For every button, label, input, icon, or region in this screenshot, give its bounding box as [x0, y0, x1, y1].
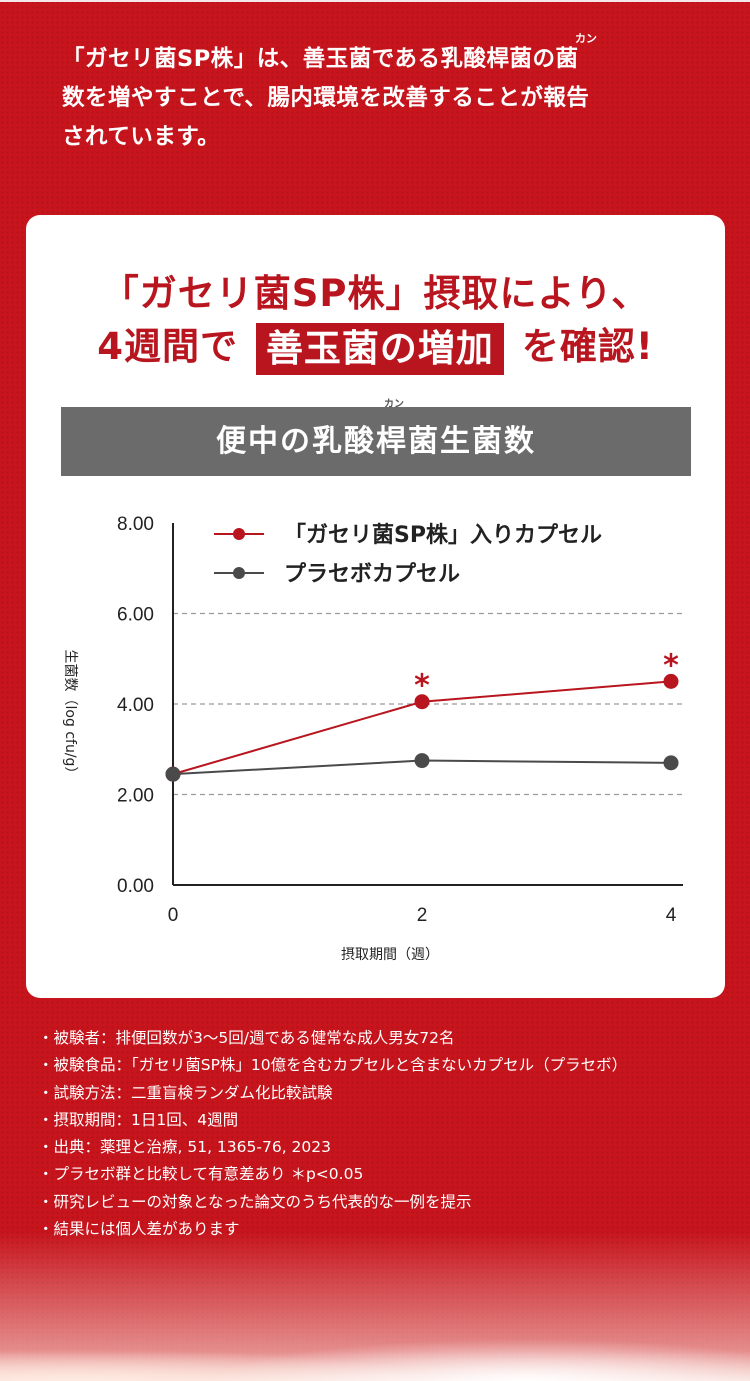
footnote-item: ・出典：薬理と治療, 51, 1365-76, 2023 [38, 1138, 331, 1157]
chart-title: 便中の乳酸桿菌生菌数 [61, 407, 691, 476]
data-point [663, 673, 679, 689]
x-tick-label: 4 [666, 905, 677, 926]
x-axis-label: 摂取期間（週） [341, 947, 439, 963]
y-tick-label: 2.00 [117, 786, 154, 807]
legend-label: 「ガセリ菌SP株」入りカプセル [284, 523, 602, 548]
footnote-item: ・摂取期間：1日1回、4週間 [38, 1110, 239, 1129]
legend-marker [233, 567, 245, 579]
headline-line2: 4週間で 善玉菌の増加 を確認! [26, 316, 725, 375]
data-point [165, 766, 181, 782]
significance-marker: * [663, 648, 679, 683]
intro-text: 「ガセリ菌SP株」は、善玉菌である乳酸桿菌の菌 数を増やすことで、腸内環境を改善… [62, 46, 590, 150]
significance-marker: * [414, 669, 430, 704]
footnote-item: ・研究レビューの対象となった論文のうち代表的な一例を提示 [38, 1192, 472, 1211]
chart-card: 「ガセリ菌SP株」摂取により、 4週間で 善玉菌の増加 を確認! カン 便中の乳… [26, 215, 725, 998]
y-tick-label: 0.00 [117, 876, 154, 897]
headline-line2-after: を確認! [521, 325, 654, 368]
legend-label: プラセボカプセル [284, 562, 460, 587]
x-tick-label: 0 [168, 905, 179, 926]
footnote-item: ・プラセボ群と比較して有意差あり ＊p<0.05 [38, 1165, 364, 1184]
headline-line2-before: 4週間で [97, 325, 239, 368]
bottom-decoration [0, 1231, 750, 1381]
headline-highlight: 善玉菌の増加 [255, 322, 504, 375]
data-point [663, 755, 679, 771]
top-border [0, 0, 750, 2]
line-chart: 0.00 2.00 4.00 6.00 8.00 0 2 4 摂取期間（週） 生菌数（log cf… [62, 514, 683, 963]
headline-line1: 「ガセリ菌SP株」摂取により、 [101, 272, 650, 315]
data-point [414, 753, 430, 769]
data-point [414, 694, 430, 710]
x-tick-label: 2 [417, 905, 428, 926]
footnotes: ・被験者：排便回数が3～5回/週である健常な成人男女72名・被験食品：「ガセリ菌… [38, 1025, 627, 1243]
y-tick-label: 4.00 [117, 695, 154, 716]
intro-ruby: カン [575, 32, 597, 45]
footnote-item: ・被験者：排便回数が3～5回/週である健常な成人男女72名 [38, 1029, 455, 1047]
y-axis-label: 生菌数（log cfu/g） [62, 650, 78, 781]
y-tick-label: 6.00 [117, 605, 154, 626]
footnote-item: ・試験方法：二重盲検ランダム化比較試験 [38, 1083, 333, 1102]
y-tick-label: 8.00 [117, 514, 154, 535]
chart-title-ruby: カン [384, 399, 404, 410]
footnote-item: ・結果には個人差があります [38, 1220, 240, 1239]
legend-marker [233, 528, 245, 540]
footnote-item: ・被験食品：「ガセリ菌SP株」10億を含むカプセルと含まないカプセル（プラセボ） [38, 1056, 628, 1075]
